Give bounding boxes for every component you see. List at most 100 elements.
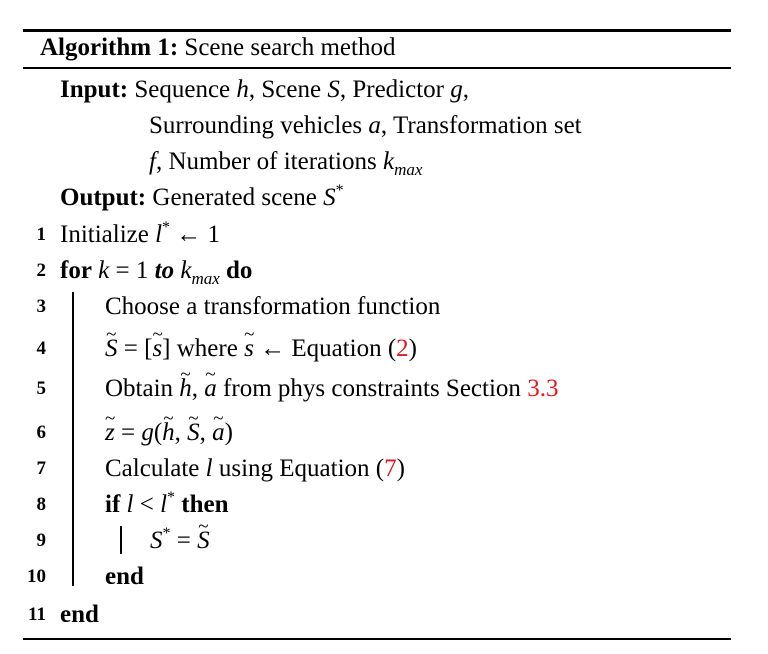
input-line-2: Surrounding vehicles a, Transformation s… <box>149 111 582 141</box>
math-S: S <box>327 76 340 103</box>
line-number: 3 <box>36 296 47 317</box>
math-g: g <box>141 419 154 446</box>
line-text: ) <box>396 455 405 482</box>
line-text: ( <box>153 419 163 446</box>
math-l: l <box>155 221 163 248</box>
algorithm-header: Algorithm 1: Scene search method <box>40 33 395 63</box>
for-block-bar <box>72 292 74 586</box>
section-ref-link[interactable]: 3.3 <box>527 375 559 402</box>
line-text: ← Equation ( <box>253 335 397 362</box>
algo-line-3: Choose a transformation function <box>105 292 440 322</box>
line-number: 6 <box>36 422 47 443</box>
math-g: g <box>450 76 463 103</box>
algo-line-10: end <box>105 562 144 592</box>
math-l: l <box>126 491 134 518</box>
line-text: = 1 <box>109 257 155 284</box>
math-S-tilde: S <box>105 320 118 364</box>
line-text: ) <box>408 335 417 362</box>
algorithm-label: Algorithm 1: <box>40 34 179 61</box>
input-label: Input: <box>60 76 129 103</box>
math-h-tilde: h <box>179 360 192 404</box>
keyword-do: do <box>226 257 253 284</box>
algo-line-1: Initialize l* ← 1 <box>60 220 220 250</box>
math-sup-star: * <box>167 489 176 506</box>
header-rule <box>23 67 731 69</box>
line-text: Choose a transformation function <box>105 293 441 320</box>
line-text: = <box>170 527 198 554</box>
line-number: 2 <box>36 260 47 281</box>
line-text: = [ <box>117 335 153 362</box>
keyword-for: for <box>60 257 92 284</box>
keyword-to: to <box>154 257 175 284</box>
line-text: using Equation ( <box>212 455 385 482</box>
if-block-bar <box>120 526 122 554</box>
math-a-tilde: a <box>212 404 225 448</box>
math-k: k <box>98 257 110 284</box>
math-sup-star: * <box>162 525 171 542</box>
algo-line-9: S* = S <box>150 512 210 556</box>
line-text: Initialize <box>60 221 156 248</box>
input-line-1: Input: Sequence h, Scene S, Predictor g, <box>60 75 469 105</box>
output-label: Output: <box>60 184 147 211</box>
math-l: l <box>160 491 168 518</box>
math-S: S <box>323 184 336 211</box>
math-sup-star: * <box>335 182 344 199</box>
line-text: ← 1 <box>170 221 221 248</box>
line-text: , <box>191 375 205 402</box>
input-text: Sequence <box>134 76 237 103</box>
line-number: 10 <box>27 566 46 587</box>
input-line-3: f, Number of iterations kmax <box>149 147 423 179</box>
line-text: Calculate <box>105 455 206 482</box>
algo-line-8: if l < l* then <box>105 490 229 520</box>
bottom-rule <box>23 638 731 640</box>
math-l: l <box>205 455 213 482</box>
keyword-end: end <box>60 601 99 628</box>
math-s-tilde: s <box>244 320 254 364</box>
line-number: 8 <box>36 494 47 515</box>
algo-line-5: Obtain h, a from phys constraints Sectio… <box>105 360 559 404</box>
output-line: Output: Generated scene S* <box>60 183 344 213</box>
input-text: , Scene <box>248 76 328 103</box>
keyword-if: if <box>105 491 121 518</box>
input-text: , Transformation set <box>380 112 582 139</box>
line-number: 7 <box>36 458 47 479</box>
algo-line-6: z = g(h, S, a) <box>105 404 233 448</box>
algo-line-11: end <box>60 600 99 630</box>
line-number: 5 <box>36 378 47 399</box>
line-text: < <box>133 491 161 518</box>
math-a: a <box>368 112 381 139</box>
math-h-tilde: h <box>162 404 175 448</box>
equation-ref-link[interactable]: 2 <box>396 335 409 362</box>
math-S-tilde: S <box>197 512 210 556</box>
math-S: S <box>150 527 163 554</box>
math-sub-max: max <box>191 269 220 288</box>
line-number: 11 <box>28 604 46 625</box>
math-sub-max: max <box>394 160 423 179</box>
keyword-end: end <box>105 563 144 590</box>
input-text: , Number of iterations <box>155 148 383 175</box>
line-text: ] where <box>162 335 245 362</box>
equation-ref-link[interactable]: 7 <box>384 455 397 482</box>
line-text: , <box>199 419 213 446</box>
math-f: f <box>149 148 156 175</box>
line-number: 4 <box>36 338 47 359</box>
math-sup-star: * <box>162 219 171 236</box>
output-text: Generated scene <box>152 184 324 211</box>
line-number: 1 <box>36 224 47 245</box>
top-rule <box>23 29 731 32</box>
input-text: Surrounding vehicles <box>149 112 369 139</box>
algo-line-2: for k = 1 to kmax do <box>60 256 253 288</box>
algorithm-title: Scene search method <box>184 34 396 61</box>
input-text: , <box>462 76 469 103</box>
math-k: k <box>382 148 395 175</box>
line-number: 9 <box>36 530 47 551</box>
line-text: , <box>174 419 188 446</box>
input-text: , Predictor <box>339 76 451 103</box>
line-text: ) <box>224 419 233 446</box>
line-text: = <box>114 419 142 446</box>
math-h: h <box>236 76 249 103</box>
math-k: k <box>180 257 192 284</box>
line-text: Obtain <box>105 375 180 402</box>
algo-line-4: S = [s] where s ← Equation (2) <box>105 320 417 364</box>
math-S-tilde: S <box>187 404 200 448</box>
